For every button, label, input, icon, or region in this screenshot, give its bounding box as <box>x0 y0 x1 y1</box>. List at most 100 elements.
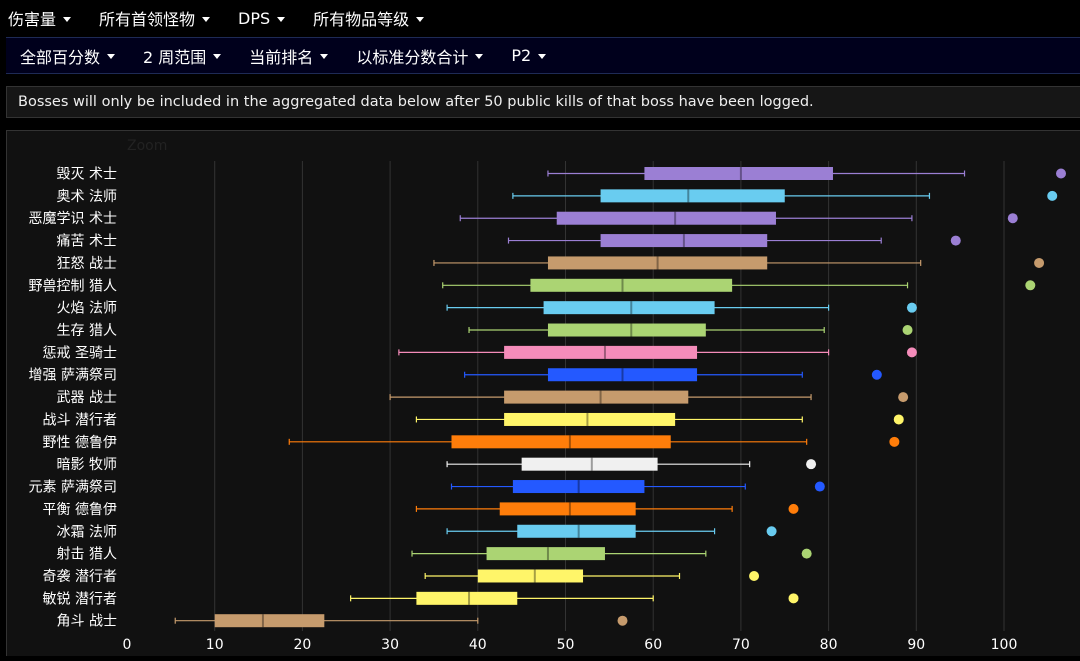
box-row <box>464 368 882 382</box>
x-tick-label: 50 <box>557 637 575 653</box>
box-row <box>446 524 777 538</box>
iqr-box <box>547 368 698 382</box>
zoom-label[interactable]: Zoom <box>127 138 167 154</box>
box-row <box>411 547 812 561</box>
iqr-box <box>530 278 733 292</box>
notice-text: Bosses will only be included in the aggr… <box>18 94 814 110</box>
box-row <box>547 167 1067 180</box>
phase-dropdown-label: P2 <box>511 46 532 65</box>
outlier-point <box>902 325 913 336</box>
iqr-box <box>504 390 689 404</box>
outlier-point <box>871 369 882 380</box>
box-row <box>288 435 900 449</box>
outlier-point <box>766 526 777 537</box>
outlier-point <box>749 570 760 581</box>
box-row <box>350 591 799 605</box>
box-row <box>389 390 909 404</box>
outlier-point <box>617 615 628 626</box>
box-row <box>424 569 760 583</box>
outlier-point <box>893 414 904 425</box>
dps-dropdown-label: DPS <box>238 8 271 28</box>
iqr-box <box>512 480 645 494</box>
outlier-point <box>801 548 812 559</box>
iqr-box <box>504 345 698 359</box>
iqr-box <box>547 256 768 270</box>
category-label: 狂怒 战士 <box>57 256 117 272</box>
filter-bar: 全部百分数 2 周范围 当前排名 以标准分数合计 P2 <box>6 37 1080 74</box>
dps-dropdown[interactable]: DPS <box>238 8 286 28</box>
outlier-point <box>814 481 825 492</box>
outlier-point <box>1007 213 1018 224</box>
boss-dropdown-label: 所有首领怪物 <box>99 10 196 29</box>
item-level-dropdown-label: 所有物品等级 <box>313 10 410 29</box>
notice-banner: Bosses will only be included in the aggr… <box>6 86 1080 118</box>
top-menu-bar: 伤害量 所有首领怪物 DPS 所有物品等级 <box>0 0 1080 36</box>
timeframe-dropdown[interactable]: 2 周范围 <box>143 44 222 68</box>
box-row <box>446 301 917 315</box>
outlier-point <box>806 459 817 470</box>
x-tick-label: 10 <box>206 637 224 653</box>
category-label: 敏锐 潜行者 <box>43 591 117 607</box>
chevron-down-icon <box>277 16 286 22</box>
chevron-down-icon <box>475 54 484 59</box>
outlier-point <box>950 235 961 246</box>
category-label: 增强 萨满祭司 <box>29 368 117 384</box>
x-tick-label: 60 <box>644 637 662 653</box>
category-label: 奇袭 潜行者 <box>43 568 117 585</box>
aggregation-dropdown-label: 以标准分数合计 <box>356 47 469 67</box>
outlier-point <box>1025 280 1036 291</box>
category-label: 痛苦 术士 <box>57 233 117 250</box>
chevron-down-icon <box>416 16 425 22</box>
category-label: 惩戒 圣骑士 <box>43 345 117 361</box>
outlier-point <box>788 503 799 514</box>
box-row <box>459 211 1018 225</box>
chevron-down-icon <box>320 54 329 59</box>
category-label: 火焰 法师 <box>57 301 117 317</box>
box-row <box>442 278 1036 292</box>
chevron-down-icon <box>538 54 547 59</box>
iqr-box <box>504 412 676 426</box>
box-row <box>398 345 917 359</box>
iqr-box <box>416 591 518 605</box>
iqr-box <box>477 569 584 583</box>
metric-dropdown[interactable]: 伤害量 <box>8 6 72 30</box>
x-tick-label: 0 <box>123 637 132 653</box>
box-row <box>468 323 913 337</box>
box-row <box>415 502 799 516</box>
aggregation-dropdown[interactable]: 以标准分数合计 <box>356 44 484 68</box>
outlier-point <box>898 392 909 403</box>
ranking-dropdown[interactable]: 当前排名 <box>249 44 329 68</box>
iqr-box <box>600 234 768 248</box>
x-tick-label: 40 <box>469 637 487 653</box>
iqr-box <box>556 211 776 225</box>
chevron-down-icon <box>213 54 222 59</box>
phase-dropdown[interactable]: P2 <box>511 46 547 65</box>
boss-dropdown[interactable]: 所有首领怪物 <box>99 6 211 30</box>
iqr-box <box>214 614 325 628</box>
outlier-point <box>889 436 900 447</box>
metric-dropdown-label: 伤害量 <box>8 10 57 29</box>
category-label: 冰霜 法师 <box>57 524 117 540</box>
outlier-point <box>906 302 917 313</box>
x-tick-label: 80 <box>820 637 838 653</box>
category-label: 毁灭 术士 <box>57 167 117 183</box>
category-label: 武器 战士 <box>57 390 117 406</box>
category-label: 暗影 牧师 <box>57 457 117 473</box>
category-label: 射击 猎人 <box>57 547 117 563</box>
category-label: 奥术 法师 <box>57 188 117 205</box>
category-label: 恶魔学识 术士 <box>29 211 117 227</box>
category-label: 战斗 潜行者 <box>43 412 117 428</box>
box-row <box>433 256 1045 270</box>
chevron-down-icon <box>63 16 72 22</box>
box-row <box>512 189 1058 203</box>
category-label: 生存 猎人 <box>57 323 117 339</box>
iqr-box <box>600 189 785 203</box>
item-level-dropdown[interactable]: 所有物品等级 <box>313 6 425 30</box>
outlier-point <box>906 347 917 358</box>
category-label: 平衡 德鲁伊 <box>43 502 117 518</box>
percentile-dropdown[interactable]: 全部百分数 <box>20 44 116 68</box>
outlier-point <box>1034 257 1045 268</box>
iqr-box <box>451 435 671 449</box>
chevron-down-icon <box>202 16 211 22</box>
